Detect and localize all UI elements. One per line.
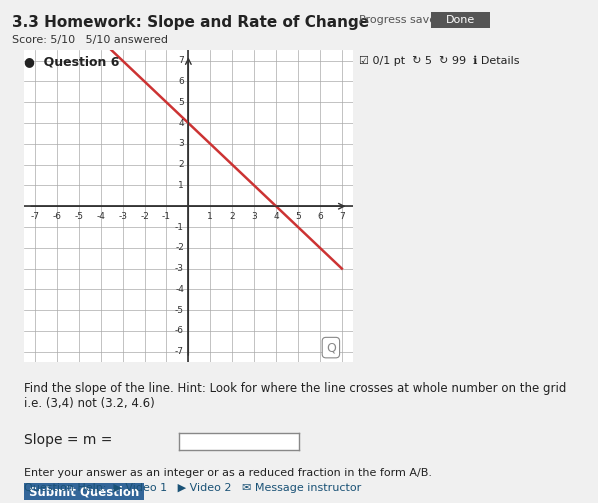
Text: -7: -7 <box>30 212 39 221</box>
Text: 3.3 Homework: Slope and Rate of Change: 3.3 Homework: Slope and Rate of Change <box>12 15 369 30</box>
Text: Find the slope of the line. Hint: Look for where the line crosses at whole numbe: Find the slope of the line. Hint: Look f… <box>24 382 566 410</box>
Text: Progress saved: Progress saved <box>359 15 443 25</box>
Text: 1: 1 <box>178 181 184 190</box>
Text: -5: -5 <box>74 212 83 221</box>
Text: 4: 4 <box>273 212 279 221</box>
Text: -6: -6 <box>175 326 184 336</box>
Text: Q: Q <box>326 341 336 354</box>
Text: -1: -1 <box>162 212 171 221</box>
Text: ●  Question 6: ● Question 6 <box>24 55 119 68</box>
Text: 2: 2 <box>178 160 184 169</box>
Text: 3: 3 <box>178 139 184 148</box>
Text: -3: -3 <box>118 212 127 221</box>
Text: 2: 2 <box>230 212 235 221</box>
Text: -3: -3 <box>175 264 184 273</box>
Text: Slope = m =: Slope = m = <box>24 433 112 447</box>
Text: -6: -6 <box>52 212 62 221</box>
Text: Enter your answer as an integer or as a reduced fraction in the form A/B.: Enter your answer as an integer or as a … <box>24 468 432 478</box>
Text: 1: 1 <box>208 212 213 221</box>
Text: -2: -2 <box>140 212 149 221</box>
Text: 4: 4 <box>178 119 184 128</box>
Text: 7: 7 <box>339 212 344 221</box>
Text: Question Help:  ▶ Video 1   ▶ Video 2   ✉ Message instructor: Question Help: ▶ Video 1 ▶ Video 2 ✉ Mes… <box>24 483 361 493</box>
Text: Submit Question: Submit Question <box>29 485 139 498</box>
Text: ☑ 0/1 pt  ↻ 5  ↻ 99  ℹ Details: ☑ 0/1 pt ↻ 5 ↻ 99 ℹ Details <box>359 55 519 66</box>
Text: 6: 6 <box>178 77 184 86</box>
Text: 5: 5 <box>295 212 301 221</box>
Text: 3: 3 <box>251 212 257 221</box>
Text: -4: -4 <box>96 212 105 221</box>
Text: -5: -5 <box>175 306 184 315</box>
Text: -7: -7 <box>175 347 184 356</box>
Text: -1: -1 <box>175 222 184 231</box>
Text: Done: Done <box>446 15 475 25</box>
Text: -4: -4 <box>175 285 184 294</box>
Text: -2: -2 <box>175 243 184 253</box>
Text: 6: 6 <box>317 212 323 221</box>
Text: Score: 5/10   5/10 answered: Score: 5/10 5/10 answered <box>12 35 168 45</box>
Text: 5: 5 <box>178 98 184 107</box>
Text: 7: 7 <box>178 56 184 65</box>
